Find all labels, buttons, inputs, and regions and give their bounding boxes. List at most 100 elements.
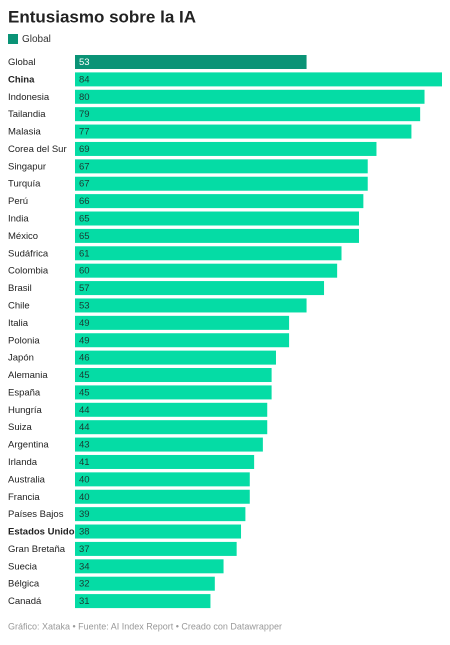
- value-label: 65: [79, 214, 90, 225]
- category-label: Colombia: [8, 266, 49, 277]
- bar: [75, 368, 272, 383]
- bar: [75, 211, 359, 226]
- category-label: Corea del Sur: [8, 144, 67, 155]
- value-label: 44: [79, 422, 90, 433]
- bar: [75, 437, 263, 452]
- bar: [75, 559, 224, 574]
- category-label: España: [8, 387, 41, 398]
- value-label: 45: [79, 387, 90, 398]
- value-label: 53: [79, 300, 90, 311]
- value-label: 44: [79, 405, 90, 416]
- category-label: Estados Unidos: [8, 527, 80, 538]
- bar: [75, 420, 268, 435]
- category-label: Japón: [8, 353, 34, 364]
- category-label: China: [8, 74, 35, 85]
- category-label: Argentina: [8, 440, 49, 451]
- bar: [75, 55, 307, 69]
- category-label: Suecia: [8, 561, 38, 572]
- value-label: 69: [79, 144, 90, 155]
- legend-label: Global: [22, 34, 51, 45]
- bar: [75, 507, 246, 522]
- category-label: Canadá: [8, 596, 42, 607]
- value-label: 43: [79, 440, 90, 451]
- category-label: Global: [8, 57, 35, 68]
- bar: [75, 141, 377, 156]
- bar: [75, 246, 342, 261]
- value-label: 67: [79, 179, 90, 190]
- category-label: Irlanda: [8, 457, 38, 468]
- value-label: 31: [79, 596, 90, 607]
- bar: [75, 315, 290, 330]
- bar: [75, 281, 325, 296]
- category-label: Sudáfrica: [8, 248, 49, 259]
- category-label: Bélgica: [8, 579, 40, 590]
- bar: [75, 72, 442, 87]
- category-label: Indonesia: [8, 92, 50, 103]
- bar: [75, 402, 268, 417]
- category-label: Brasil: [8, 283, 32, 294]
- value-label: 38: [79, 527, 90, 538]
- category-label: México: [8, 231, 38, 242]
- value-label: 40: [79, 474, 90, 485]
- category-label: India: [8, 214, 29, 225]
- bar: [75, 228, 359, 243]
- bar: [75, 472, 250, 487]
- category-label: Alemania: [8, 370, 48, 381]
- bar: [75, 107, 421, 122]
- value-label: 40: [79, 492, 90, 503]
- value-label: 67: [79, 161, 90, 172]
- category-label: Malasia: [8, 127, 41, 138]
- category-label: Hungría: [8, 405, 43, 416]
- value-label: 34: [79, 561, 90, 572]
- bar: [75, 594, 211, 609]
- value-label: 80: [79, 92, 90, 103]
- category-label: Tailandia: [8, 109, 46, 120]
- category-label: Italia: [8, 318, 29, 329]
- category-label: Chile: [8, 300, 30, 311]
- bar: [75, 176, 368, 191]
- bar: [75, 89, 425, 104]
- bar: [75, 159, 368, 174]
- bar: [75, 541, 237, 556]
- bar: [75, 124, 412, 139]
- category-label: Australia: [8, 474, 46, 485]
- category-label: Países Bajos: [8, 509, 64, 520]
- category-label: Gran Bretaña: [8, 544, 66, 555]
- bar: [75, 194, 364, 209]
- category-label: Singapur: [8, 161, 46, 172]
- chart-title: Entusiasmo sobre la IA: [8, 7, 196, 26]
- value-label: 41: [79, 457, 90, 468]
- bar: [75, 298, 307, 313]
- value-label: 84: [79, 74, 90, 85]
- value-label: 49: [79, 318, 90, 329]
- category-label: Suiza: [8, 422, 32, 433]
- value-label: 79: [79, 109, 90, 120]
- bar: [75, 454, 255, 469]
- category-label: Polonia: [8, 335, 40, 346]
- legend-swatch: [8, 34, 18, 44]
- source-note: Gráfico: Xataka • Fuente: AI Index Repor…: [8, 621, 282, 631]
- value-label: 65: [79, 231, 90, 242]
- bar: [75, 576, 215, 591]
- value-label: 57: [79, 283, 90, 294]
- bar: [75, 263, 338, 278]
- bar: [75, 489, 250, 504]
- value-label: 37: [79, 544, 90, 555]
- value-label: 32: [79, 579, 90, 590]
- value-label: 66: [79, 196, 90, 207]
- bar: [75, 524, 242, 539]
- value-label: 39: [79, 509, 90, 520]
- category-label: Perú: [8, 196, 28, 207]
- value-label: 53: [79, 57, 90, 68]
- value-label: 46: [79, 353, 90, 364]
- bar: [75, 333, 290, 348]
- bar: [75, 385, 272, 400]
- category-label: Francia: [8, 492, 40, 503]
- value-label: 45: [79, 370, 90, 381]
- value-label: 49: [79, 335, 90, 346]
- value-label: 77: [79, 127, 90, 138]
- value-label: 61: [79, 248, 90, 259]
- category-label: Turquía: [8, 179, 41, 190]
- bar: [75, 350, 276, 365]
